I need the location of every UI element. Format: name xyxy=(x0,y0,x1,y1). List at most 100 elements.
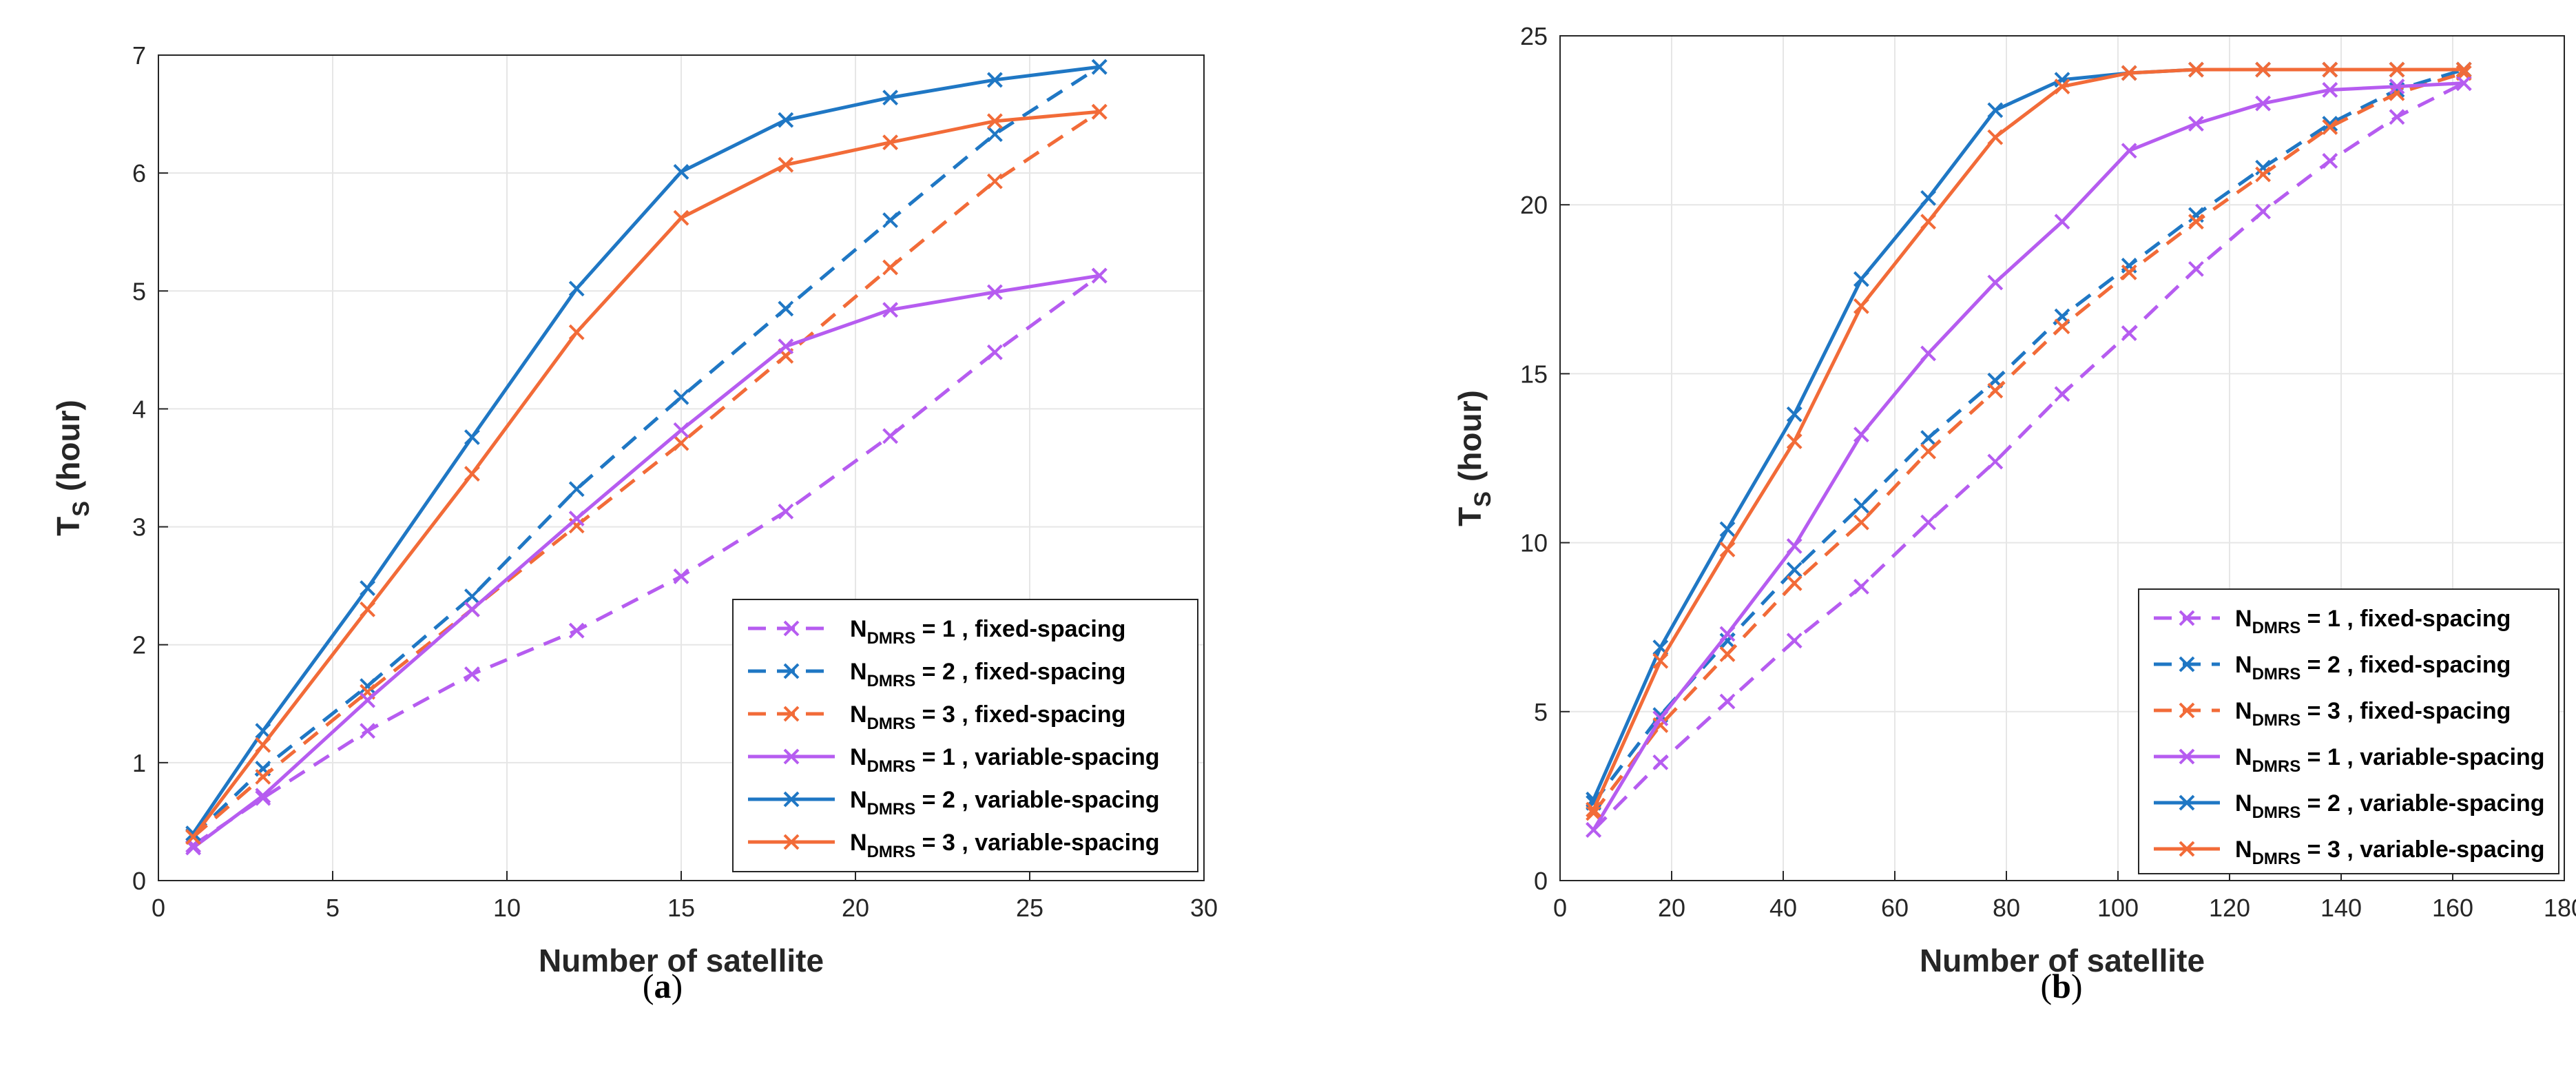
marker-stroke xyxy=(882,134,899,151)
marker-stroke xyxy=(1586,822,1602,838)
legend-label-rest: = 1 , fixed-spacing xyxy=(2300,606,2511,632)
marker-stroke xyxy=(673,389,689,405)
data-point-marker xyxy=(1920,443,1937,460)
series-line-4 xyxy=(191,65,1100,834)
legend-label-main: N xyxy=(850,701,867,728)
data-point-marker xyxy=(255,768,271,785)
marker-stroke xyxy=(464,588,480,604)
marker-stroke xyxy=(1987,274,2004,291)
legend-label: NDMRS = 1 , variable-spacing xyxy=(850,744,1160,776)
y-tick-label: 5 xyxy=(132,277,146,305)
marker-stroke xyxy=(2188,61,2204,78)
legend-label-sub: DMRS xyxy=(867,800,916,819)
y-axis-label: TS (hour) xyxy=(50,400,94,536)
marker-stroke xyxy=(2322,116,2338,132)
x-tick-label: 5 xyxy=(326,894,340,922)
panel-caption: (b) xyxy=(2040,967,2082,1005)
data-point-marker xyxy=(2188,116,2204,132)
marker-stroke xyxy=(360,678,376,695)
marker-stroke xyxy=(185,829,202,845)
data-point-marker xyxy=(783,620,800,637)
marker-stroke xyxy=(1652,717,1669,733)
data-point-marker xyxy=(2054,386,2070,402)
legend-item: NDMRS = 1 , variable-spacing xyxy=(748,744,1160,776)
x-tick-label: 20 xyxy=(1658,894,1685,922)
marker-stroke xyxy=(1719,633,1736,649)
legend-label-rest: = 3 , variable-spacing xyxy=(2300,836,2544,863)
marker-stroke xyxy=(673,435,689,451)
marker-stroke xyxy=(2054,79,2070,94)
marker-stroke xyxy=(882,428,899,444)
marker-stroke xyxy=(360,723,376,739)
x-tick-label: 100 xyxy=(2097,894,2139,922)
marker-stroke xyxy=(255,723,271,739)
legend-label-main: N xyxy=(850,744,867,770)
y-tick-label: 5 xyxy=(1534,698,1548,726)
marker-stroke xyxy=(255,768,271,785)
marker-stroke xyxy=(2054,214,2070,230)
x-tick-label: 80 xyxy=(1993,894,2020,922)
y-axis-label-unit: (hour) xyxy=(50,400,86,491)
legend-label-rest: = 2 , variable-spacing xyxy=(915,787,1159,813)
series-line-1 xyxy=(191,65,1101,837)
marker-stroke xyxy=(1652,754,1669,770)
data-point-marker xyxy=(568,280,585,297)
legend-label-sub: DMRS xyxy=(867,757,916,776)
legend-label-sub: DMRS xyxy=(2252,619,2301,637)
marker-stroke xyxy=(360,601,376,617)
marker-stroke xyxy=(1586,805,1602,821)
data-point-marker xyxy=(568,511,585,527)
data-point-marker xyxy=(2188,214,2204,230)
legend-label: NDMRS = 3 , variable-spacing xyxy=(850,830,1160,861)
marker-stroke xyxy=(568,280,585,297)
y-axis-label-unit: (hour) xyxy=(1452,390,1488,482)
data-point-marker xyxy=(2255,61,2272,78)
data-point-marker xyxy=(1719,626,1736,642)
caption-letter: b xyxy=(2052,967,2071,1005)
legend-label: NDMRS = 1 , fixed-spacing xyxy=(2235,606,2511,637)
marker-stroke xyxy=(778,503,794,520)
marker-stroke xyxy=(568,622,585,639)
marker-stroke xyxy=(673,164,689,180)
marker-stroke xyxy=(1652,653,1669,669)
marker-stroke xyxy=(1719,541,1736,557)
data-point-marker xyxy=(986,173,1003,189)
legend-label-rest: = 1 , variable-spacing xyxy=(915,744,1159,770)
legend-item: NDMRS = 2 , variable-spacing xyxy=(2154,790,2545,822)
marker-stroke xyxy=(1920,345,1937,362)
y-axis-label-main: T xyxy=(1452,507,1488,526)
data-point-marker xyxy=(1987,382,2004,399)
caption-close-paren: ) xyxy=(672,967,683,1005)
marker-stroke xyxy=(1920,514,1937,531)
data-point-marker xyxy=(1853,578,1869,595)
x-tick-label: 0 xyxy=(152,894,165,922)
legend-label: NDMRS = 1 , variable-spacing xyxy=(2235,744,2545,776)
data-point-marker xyxy=(783,834,800,850)
legend-label-sub: DMRS xyxy=(867,629,916,648)
legend-label-sub: DMRS xyxy=(2252,803,2301,822)
data-point-marker xyxy=(2389,109,2405,125)
series-line-1 xyxy=(1592,68,2464,804)
data-point-marker xyxy=(1786,575,1803,591)
legend-label-sub: DMRS xyxy=(2252,757,2301,776)
marker-stroke xyxy=(464,666,480,682)
data-point-marker xyxy=(1719,693,1736,710)
data-point-marker xyxy=(1719,521,1736,537)
data-point-marker xyxy=(2179,610,2195,626)
y-tick-label: 0 xyxy=(1534,867,1548,895)
legend-label: NDMRS = 2 , fixed-spacing xyxy=(2235,652,2511,684)
data-point-marker xyxy=(360,678,376,695)
marker-stroke xyxy=(1987,453,2004,470)
data-point-marker xyxy=(1719,541,1736,557)
data-point-marker xyxy=(1786,538,1803,554)
marker-stroke xyxy=(1987,382,2004,399)
marker-stroke xyxy=(1091,267,1108,284)
x-tick-label: 120 xyxy=(2209,894,2250,922)
data-point-marker xyxy=(986,113,1003,130)
panel-b: 0 20 40 60 80 100 120 140 160 180 0 5 10 15 20 25 Number… xyxy=(1452,22,2576,1005)
data-point-marker xyxy=(882,302,899,318)
axes-box xyxy=(1559,35,2565,881)
marker-stroke xyxy=(673,209,689,226)
legend-label-sub: DMRS xyxy=(2252,711,2301,730)
marker-stroke xyxy=(2179,702,2195,719)
